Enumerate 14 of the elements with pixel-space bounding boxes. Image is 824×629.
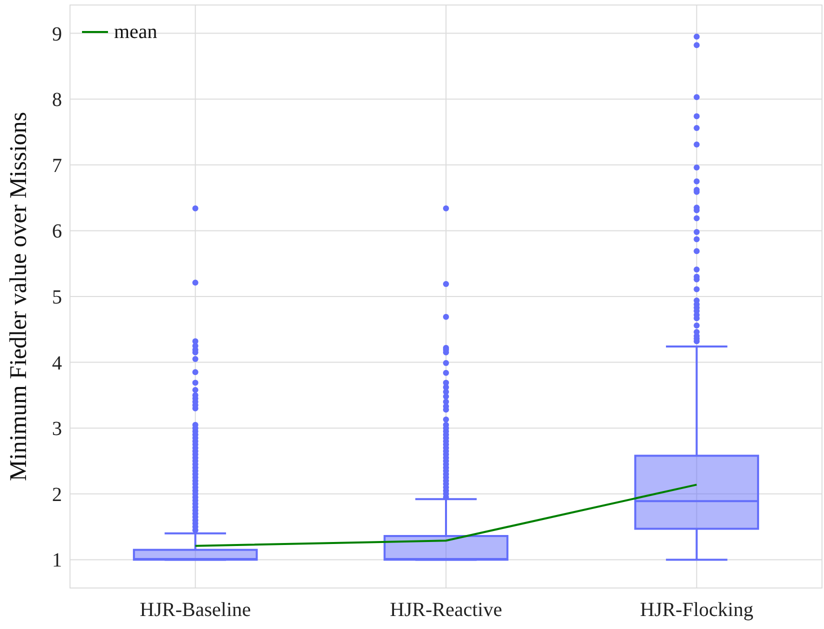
y-tick-label: 4 bbox=[52, 352, 62, 374]
y-axis-title: Minimum Fiedler value over Missions bbox=[6, 112, 32, 482]
x-tick-label: HJR-Reactive bbox=[390, 599, 502, 621]
y-tick-label: 9 bbox=[52, 23, 62, 46]
y-tick-label: 7 bbox=[52, 154, 62, 177]
y-tick-label: 3 bbox=[52, 418, 62, 440]
y-tick-label: 1 bbox=[52, 550, 62, 572]
y-tick-label: 6 bbox=[52, 220, 62, 243]
y-tick-label: 2 bbox=[52, 484, 62, 506]
y-tick-label: 5 bbox=[52, 286, 62, 308]
y-tick-label: 8 bbox=[52, 89, 62, 112]
x-tick-label: HJR-Baseline bbox=[140, 599, 252, 621]
legend-label: mean bbox=[114, 21, 158, 43]
x-tick-label: HJR-Flocking bbox=[640, 599, 754, 621]
